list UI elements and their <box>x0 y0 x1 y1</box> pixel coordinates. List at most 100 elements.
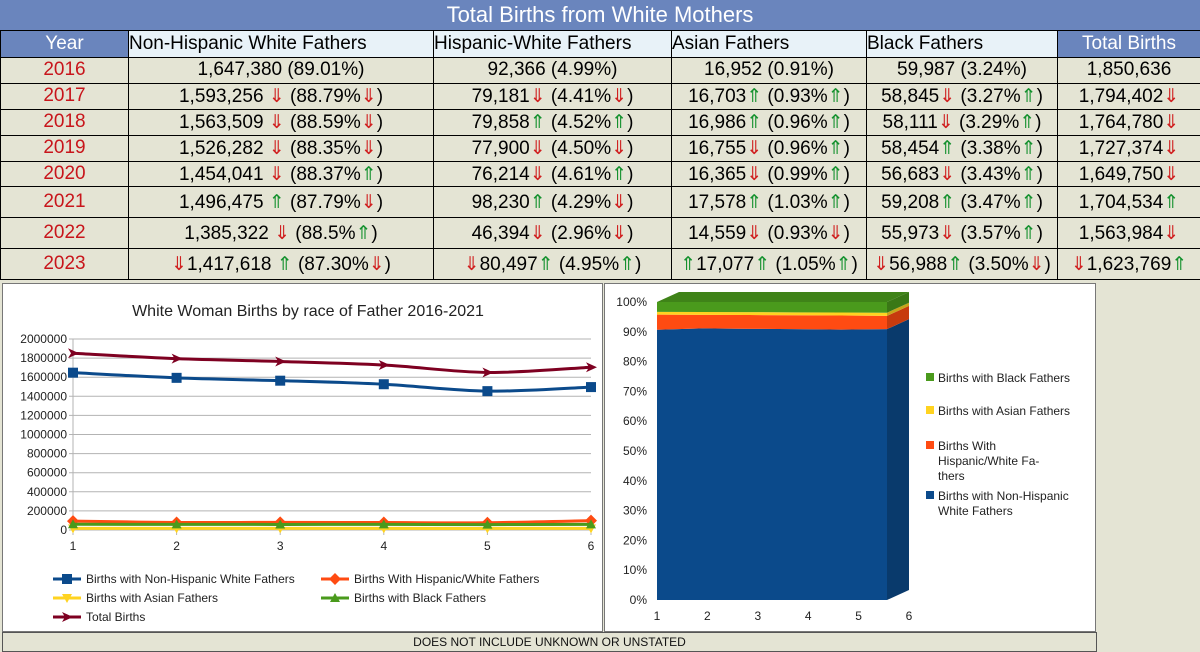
total-cell: 1,727,374⇓ <box>1057 134 1200 162</box>
legend-label: Total Births <box>86 610 145 624</box>
cell-text: (4.52% <box>545 111 612 133</box>
y-tick-label: 30% <box>623 504 647 518</box>
cell-text: ) <box>627 111 634 133</box>
data-point <box>482 367 494 378</box>
cell-text: ) <box>376 111 384 133</box>
year-cell: 2022 <box>0 217 129 250</box>
hispanic-white-cell: 76,214⇓ (4.61%⇑) <box>433 160 672 188</box>
arrow-down-icon: ⇓ <box>1163 137 1180 159</box>
legend-item: Births with Black Fathers <box>321 591 486 605</box>
legend-label: Births With Hispanic/White Fa-thers <box>938 439 1039 483</box>
series-line <box>72 371 592 393</box>
year-cell: 2021 <box>0 186 129 219</box>
arrow-up-icon: ⇑ <box>827 111 844 133</box>
legend-item: Births with Black Fathers <box>926 371 1070 385</box>
total-cell: ⇓1,623,769⇑ <box>1057 248 1200 281</box>
cell-text: 79,858 <box>471 111 530 133</box>
legend-label-line: Births with Asian Fathers <box>938 404 1070 418</box>
cell-text: ) <box>627 222 634 244</box>
hispanic-white-cell: 98,230⇑ (4.29%⇓) <box>433 186 672 219</box>
arrow-up-icon: ⇑ <box>1020 222 1037 244</box>
legend-marker <box>62 594 72 603</box>
table-row: 2017 1,593,256 ⇓ (88.79%⇓) 79,181⇓ (4.41%⇓… <box>0 82 1200 110</box>
hispanic-white-cell: 92,366 (4.99%) <box>433 57 672 84</box>
hispanic-white-cell: 79,858⇑ (4.52%⇑) <box>433 108 672 136</box>
hispanic-white-cell: 77,900⇓ (4.50%⇓) <box>433 134 672 162</box>
area-side <box>887 302 909 316</box>
cell-text: ) <box>627 191 634 213</box>
arrow-up-icon: ⇑ <box>827 85 844 107</box>
cell-text: (4.61% <box>545 163 612 185</box>
arrow-down-icon: ⇓ <box>360 111 377 133</box>
y-tick-label: 0 <box>60 523 67 537</box>
asian-cell: 16,755⇓ (0.96%⇑) <box>671 134 867 162</box>
asian-cell: 16,986⇑ (0.96%⇑) <box>671 108 867 136</box>
arrow-up-icon: ⇑ <box>835 253 852 275</box>
arrow-down-icon: ⇓ <box>268 137 285 159</box>
cell-text: (4.29% <box>545 191 612 213</box>
cell-text: 58,454 <box>881 137 940 159</box>
arrow-up-icon: ⇑ <box>746 191 763 213</box>
cell-text: 58,111 <box>882 111 938 133</box>
area-front <box>657 302 887 313</box>
legend-label: Births with Non-Hispanic White Fathers <box>86 572 295 586</box>
asian-cell: 14,559⇓ (0.93%⇓) <box>671 217 867 250</box>
legend-swatch <box>926 373 934 381</box>
y-tick-label: 800000 <box>27 447 67 461</box>
cell-text: ) <box>376 85 384 107</box>
arrow-down-icon: ⇓ <box>360 191 377 213</box>
arrow-up-icon: ⇑ <box>611 163 628 185</box>
cell-text: 14,559 <box>688 222 747 244</box>
cell-text: (88.59% <box>284 111 361 133</box>
series-4 <box>68 348 597 378</box>
series-line <box>72 519 592 525</box>
header-non-hispanic-white: Non-Hispanic White Fathers <box>128 30 434 58</box>
x-tick-label: 1 <box>654 609 661 623</box>
arrow-up-icon: ⇑ <box>746 111 763 133</box>
legend-swatch <box>926 441 934 449</box>
hispanic-white-cell: 46,394⇓ (2.96%⇓) <box>433 217 672 250</box>
legend-marker <box>329 573 341 585</box>
y-tick-label: 1400000 <box>20 389 67 403</box>
cell-text: 1,704,534 <box>1078 191 1164 213</box>
cell-text: ) <box>843 163 850 185</box>
arrow-up-icon: ⇑ <box>939 137 956 159</box>
cell-text: ) <box>851 253 858 275</box>
arrow-down-icon: ⇓ <box>1163 111 1180 133</box>
non-hispanic-white-cell: 1,454,041 ⇓ (88.37%⇑) <box>128 160 434 188</box>
arrow-down-icon: ⇓ <box>611 85 628 107</box>
asian-cell: 16,703⇑ (0.93%⇑) <box>671 82 867 110</box>
side-filler <box>1097 283 1200 652</box>
cell-text: ) <box>1036 85 1043 107</box>
arrow-up-icon: ⇑ <box>827 137 844 159</box>
arrow-down-icon: ⇓ <box>939 85 956 107</box>
cell-text: ) <box>1044 253 1051 275</box>
x-tick-label: 3 <box>277 539 284 553</box>
table-row: 2021 1,496,475 ⇑ (87.79%⇓) 98,230⇑ (4.29%⇓… <box>0 186 1200 219</box>
cell-text: 1,623,769 <box>1086 253 1172 275</box>
black-cell: 59,987 (3.24%) <box>866 57 1058 84</box>
series-line <box>72 351 592 374</box>
cell-text: (0.93% <box>762 222 828 244</box>
arrow-up-icon: ⇑ <box>276 253 293 275</box>
cell-text: 17,077 <box>696 253 755 275</box>
legend-marker <box>330 593 340 602</box>
x-tick-label: 2 <box>704 609 711 623</box>
y-tick-label: 60% <box>623 414 647 428</box>
arrow-down-icon: ⇓ <box>611 191 628 213</box>
arrow-up-icon: ⇑ <box>746 85 763 107</box>
arrow-down-icon: ⇓ <box>274 222 290 244</box>
arrow-up-icon: ⇑ <box>1020 163 1037 185</box>
arrow-down-icon: ⇓ <box>937 111 954 133</box>
asian-cell: 17,578⇑ (1.03%⇑) <box>671 186 867 219</box>
cell-text: (88.35% <box>284 137 361 159</box>
data-point <box>171 519 182 529</box>
x-tick-label: 1 <box>70 539 77 553</box>
arrow-up-icon: ⇑ <box>1163 191 1180 213</box>
arrow-down-icon: ⇓ <box>611 222 628 244</box>
arrow-down-icon: ⇓ <box>1070 253 1087 275</box>
cell-text: 17,578 <box>688 191 747 213</box>
black-cell: 55,973⇓ (3.57%⇑) <box>866 217 1058 250</box>
line-chart: White Woman Births by race of Father 201… <box>20 303 597 624</box>
y-tick-label: 10% <box>623 563 647 577</box>
